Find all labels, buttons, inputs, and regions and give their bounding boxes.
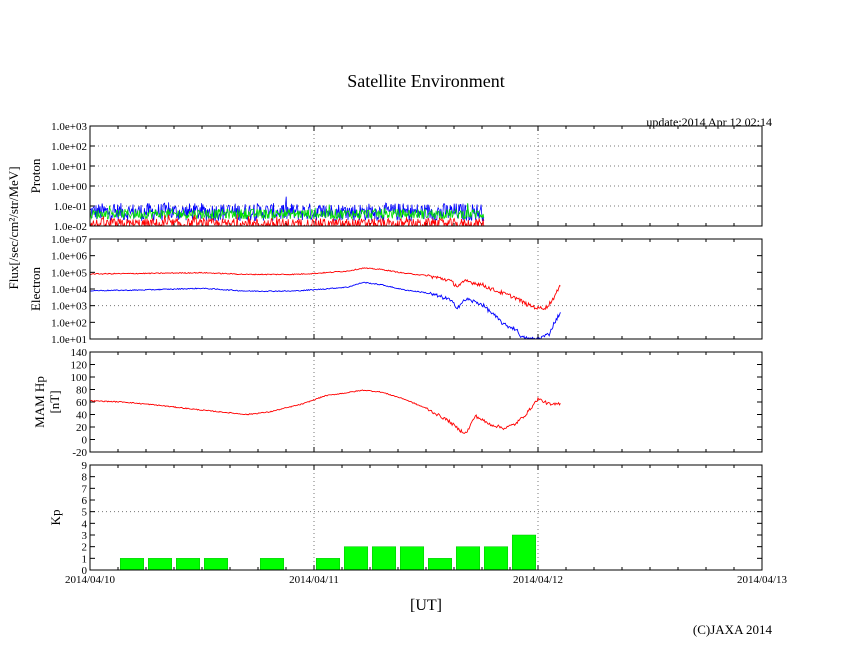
x-tick-label: 2014/04/13: [737, 574, 788, 586]
panel-frame: [89, 125, 763, 227]
y-tick-label: 1.0e+01: [51, 334, 87, 346]
y-tick-label: 3: [82, 530, 88, 542]
y-tick-label: 80: [76, 385, 88, 397]
flux-axis-label: Flux[/sec/cm²/str/MeV]: [6, 166, 21, 289]
copyright: (C)JAXA 2014: [693, 622, 773, 637]
panel-frame: [89, 238, 763, 340]
x-axis-label: [UT]: [410, 597, 442, 614]
y-tick-label: 7: [82, 483, 88, 495]
y-tick-label: 1.0e-01: [54, 201, 87, 213]
y-tick-label: 0: [82, 435, 88, 447]
kp-bar: [175, 558, 201, 571]
kp-bar: [203, 558, 229, 571]
y-tick-label: 1.0e+03: [51, 301, 87, 313]
y-tick-label: 1.0e+02: [51, 141, 87, 153]
kp-bar: [427, 558, 453, 571]
kp-bar: [119, 558, 145, 571]
x-tick-label: 2014/04/11: [289, 574, 339, 586]
kp-bar: [483, 546, 509, 571]
panel-electron: 1.0e+01 1.0e+02 1.0e+03 1.0e+04 1.0e+05 1.0e+…: [28, 234, 763, 346]
panel-frame: [89, 351, 763, 453]
kp-bar: [343, 546, 369, 571]
panel-proton: 1.0e-02 1.0e-01 1.0e+00 1.0e+01 1.0e+02 1.0e+…: [28, 121, 763, 233]
y-tick-label: 4: [82, 518, 88, 530]
kp-bar: [315, 558, 341, 571]
y-tick-label: 0: [82, 565, 88, 577]
y-tick-label: -20: [72, 447, 87, 459]
y-axis-label: Proton: [28, 158, 43, 193]
kp-bar: [399, 546, 425, 571]
y-tick-label: 1.0e+04: [51, 284, 87, 296]
y-tick-label: 1.0e+01: [51, 161, 87, 173]
y-tick-label: 1.0e+07: [51, 234, 87, 246]
series-mam-hp: [90, 389, 561, 434]
series-proton-green: [90, 203, 485, 221]
y-tick-label: 1.0e+02: [51, 317, 87, 329]
y-tick-label: 60: [76, 397, 88, 409]
y-tick-label: 100: [71, 372, 88, 384]
y-tick-label: 6: [82, 495, 88, 507]
y-tick-label: 1.0e-02: [54, 221, 87, 233]
chart-title: Satellite Environment: [347, 71, 504, 91]
x-tick-label: 2014/04/10: [65, 574, 116, 586]
y-axis-label: Electron: [28, 266, 43, 311]
y-tick-label: 1.0e+00: [51, 181, 87, 193]
kp-bar: [511, 534, 537, 571]
y-tick-label: 140: [71, 347, 88, 359]
series-electron-blue: [90, 281, 561, 339]
kp-bar: [259, 558, 285, 571]
y-tick-label: 40: [76, 410, 88, 422]
kp-bar: [455, 546, 481, 571]
y-tick-label: 1.0e+03: [51, 121, 87, 133]
y-axis-unit: [nT]: [47, 390, 62, 413]
series-electron-red: [90, 267, 561, 311]
y-axis-label: Kp: [48, 510, 63, 526]
series-proton-red: [90, 214, 485, 226]
kp-bar: [147, 558, 173, 571]
y-tick-label: 20: [76, 422, 88, 434]
y-tick-label: 9: [82, 460, 88, 472]
y-tick-label: 120: [71, 360, 88, 372]
y-axis-label: MAM Hp: [32, 376, 47, 428]
y-tick-label: 5: [82, 507, 88, 519]
y-tick-label: 1: [82, 553, 88, 565]
y-tick-label: 8: [82, 472, 88, 484]
kp-bar: [371, 546, 397, 571]
series-proton-blue: [90, 196, 485, 223]
panel-frame: [89, 464, 763, 571]
y-tick-label: 1.0e+06: [51, 251, 87, 263]
y-tick-label: 1.0e+05: [51, 267, 87, 279]
y-tick-label: 2: [82, 542, 88, 554]
update-timestamp: update:2014 Apr 12 02:14: [646, 115, 772, 129]
x-tick-label: 2014/04/12: [513, 574, 563, 586]
